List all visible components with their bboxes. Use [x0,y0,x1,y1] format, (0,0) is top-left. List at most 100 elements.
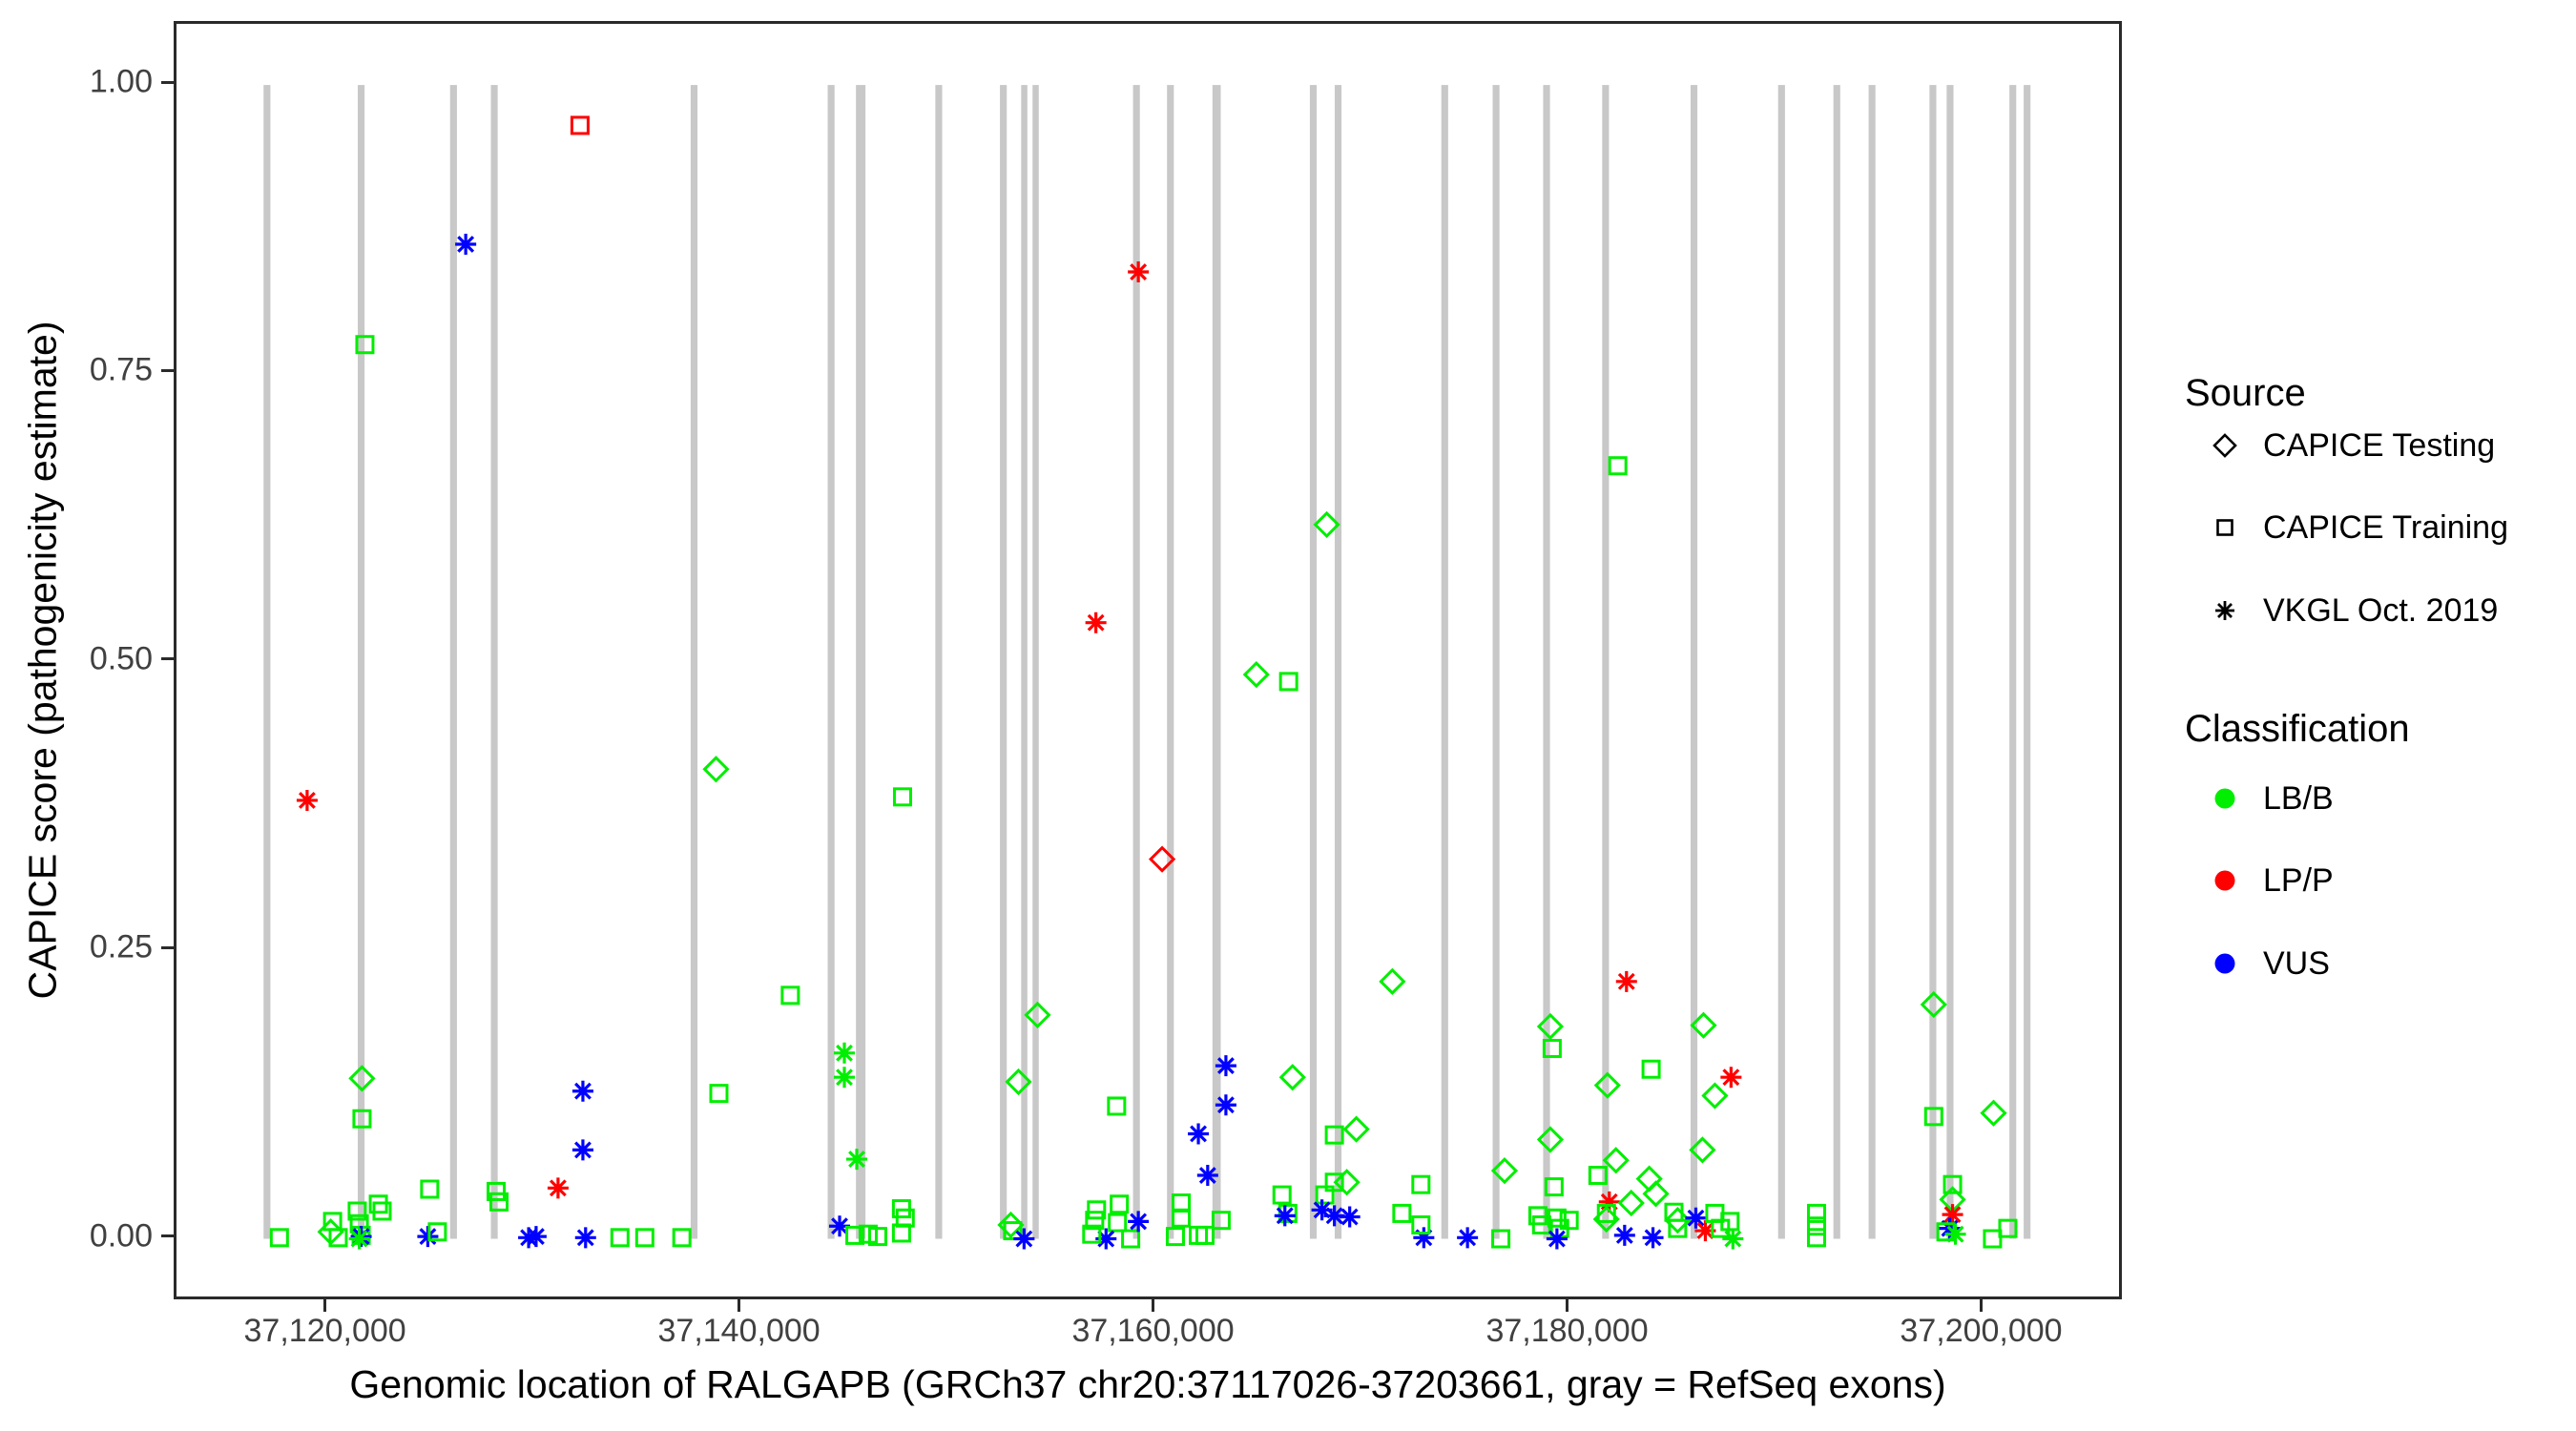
point-square-capice-training [1107,1096,1127,1116]
point-square-capice-training [1278,672,1298,692]
point-square-capice-training [420,1179,440,1199]
exon-bar [1167,85,1174,1239]
point-square-capice-training [1324,1125,1344,1145]
y-tick-label: 0.00 [89,1217,153,1255]
point-square-capice-training [487,1181,507,1201]
legend-item-label: CAPICE Training [2263,508,2508,546]
point-square-capice-training [570,115,590,135]
exon-bar [1021,85,1028,1239]
x-tick [1980,1299,1984,1312]
point-diamond-capice-testing [1592,1205,1620,1234]
point-square-capice-training [1668,1218,1688,1238]
x-tick-label: 37,120,000 [243,1313,406,1349]
legend-item-label: VKGL Oct. 2019 [2263,591,2499,629]
point-square-capice-training [1121,1229,1141,1249]
point-square-capice-training [1315,1185,1335,1205]
x-tick [1566,1299,1569,1312]
point-asterisk-vkgl [571,1080,593,1102]
exon-bar [1334,85,1342,1239]
point-square-capice-training [1411,1215,1431,1235]
point-square-capice-training [1491,1229,1511,1249]
x-tick [323,1299,327,1312]
point-asterisk-vkgl [1942,1204,1963,1226]
y-tick-label: 0.25 [89,928,153,965]
point-asterisk-vkgl [1013,1228,1035,1250]
point-asterisk-vkgl [1215,1055,1236,1077]
point-square-capice-training [1588,1166,1608,1186]
point-asterisk-vkgl [1215,1094,1236,1116]
point-asterisk-vkgl [1722,1228,1744,1250]
exon-bar [1833,85,1840,1239]
point-square-capice-training [1998,1218,2018,1238]
point-diamond-capice-testing [1333,1169,1361,1196]
point-square-capice-training [1544,1177,1564,1197]
point-diamond-capice-testing [1690,1011,1717,1039]
legend-shape-key-icon [2216,519,2233,536]
point-square-capice-training [1542,1038,1562,1058]
point-diamond-capice-testing [997,1211,1025,1239]
point-square-capice-training [355,335,375,355]
exon-bar [490,85,498,1239]
point-square-capice-training [845,1225,865,1245]
point-asterisk-vkgl [1642,1227,1664,1249]
exon-bar [1690,85,1698,1239]
point-square-capice-training [352,1109,372,1129]
point-square-capice-training [891,1223,911,1243]
point-diamond-capice-testing [1242,660,1270,689]
point-diamond-capice-testing [1920,990,1947,1019]
point-asterisk-vkgl [1128,261,1150,283]
x-tick-label: 37,180,000 [1485,1313,1649,1349]
legend-item-label: LB/B [2263,779,2334,817]
exon-bar [263,85,271,1239]
exon-bar [2009,85,2017,1239]
point-square-capice-training [867,1227,887,1247]
point-diamond-capice-testing [1490,1157,1519,1185]
point-square-capice-training [1806,1228,1826,1248]
point-diamond-capice-testing [1664,1207,1692,1234]
point-asterisk-vkgl [1196,1165,1218,1187]
point-diamond-capice-testing [1024,1001,1051,1029]
point-asterisk-vkgl [1598,1191,1620,1213]
legend-shape-key-icon [2212,433,2237,458]
point-asterisk-vkgl [455,234,477,256]
x-tick [737,1299,741,1312]
exon-bar [827,85,835,1239]
exon-bar [449,85,457,1239]
point-square-capice-training [1278,1203,1298,1223]
legend-shape-key-icon [2215,601,2234,620]
point-asterisk-vkgl [1085,612,1107,633]
point-diamond-capice-testing [1642,1180,1670,1208]
point-asterisk-vkgl [574,1227,596,1249]
point-square-capice-training [1110,1194,1130,1214]
legend-color-dot [2214,788,2235,809]
exon-bar [1602,85,1610,1239]
point-diamond-capice-testing [1005,1068,1032,1096]
point-square-capice-training [672,1228,692,1248]
point-asterisk-vkgl [1457,1227,1479,1249]
point-square-capice-training [1272,1185,1292,1205]
point-diamond-capice-testing [1602,1147,1630,1174]
point-square-capice-training [427,1222,447,1242]
exon-bar [935,85,943,1239]
point-diamond-capice-testing [1536,1012,1565,1041]
exon-bar [1543,85,1550,1239]
point-asterisk-vkgl [1720,1067,1742,1089]
point-square-capice-training [1211,1211,1231,1231]
point-square-capice-training [1720,1212,1740,1232]
point-asterisk-vkgl [1685,1207,1707,1229]
legend-item-label: LP/P [2263,861,2334,899]
y-tick-label: 0.75 [89,351,153,388]
point-square-capice-training [1596,1203,1616,1223]
point-diamond-capice-testing [1148,845,1176,873]
point-square-capice-training [1195,1225,1215,1245]
legend-item-capice-training: CAPICE Training [2202,507,2508,549]
point-square-capice-training [1641,1059,1661,1079]
point-asterisk-vkgl [1095,1228,1117,1250]
point-square-capice-training [892,787,912,807]
point-asterisk-vkgl [1613,1224,1635,1246]
point-square-capice-training [372,1201,392,1221]
point-square-capice-training [1108,1213,1128,1233]
point-square-capice-training [709,1084,729,1104]
point-square-capice-training [1559,1211,1579,1231]
